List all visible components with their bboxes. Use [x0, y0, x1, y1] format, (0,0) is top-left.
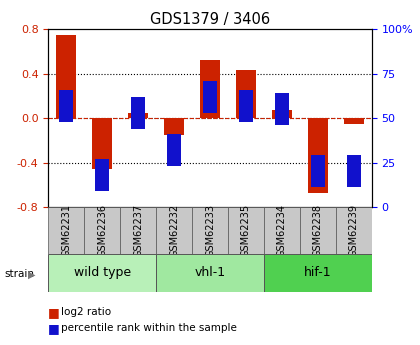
- Bar: [239, 90, 253, 122]
- Bar: [344, 118, 364, 124]
- Text: ■: ■: [48, 306, 60, 319]
- Text: hif-1: hif-1: [304, 266, 332, 279]
- Bar: [59, 90, 73, 122]
- Text: GDS1379 / 3406: GDS1379 / 3406: [150, 12, 270, 27]
- Text: wild type: wild type: [74, 266, 131, 279]
- Text: GSM62237: GSM62237: [133, 204, 143, 257]
- Bar: [264, 254, 372, 292]
- Bar: [308, 118, 328, 193]
- Bar: [347, 156, 361, 187]
- Bar: [167, 134, 181, 166]
- Bar: [275, 93, 289, 125]
- Text: GSM62233: GSM62233: [205, 204, 215, 257]
- Bar: [336, 207, 372, 254]
- Bar: [84, 207, 120, 254]
- Bar: [131, 97, 145, 129]
- Text: GSM62239: GSM62239: [349, 204, 359, 257]
- Bar: [300, 207, 336, 254]
- Bar: [95, 159, 109, 191]
- Text: ▶: ▶: [28, 269, 35, 279]
- Bar: [192, 207, 228, 254]
- Bar: [48, 207, 84, 254]
- Text: percentile rank within the sample: percentile rank within the sample: [61, 324, 237, 333]
- Bar: [48, 254, 156, 292]
- Bar: [236, 70, 256, 118]
- Bar: [228, 207, 264, 254]
- Bar: [120, 207, 156, 254]
- Text: GSM62235: GSM62235: [241, 204, 251, 257]
- Text: GSM62238: GSM62238: [313, 204, 323, 257]
- Bar: [311, 156, 325, 187]
- Bar: [128, 112, 148, 118]
- Text: GSM62234: GSM62234: [277, 204, 287, 257]
- Text: GSM62236: GSM62236: [97, 204, 107, 257]
- Bar: [272, 110, 292, 118]
- Bar: [164, 118, 184, 135]
- Bar: [203, 81, 217, 113]
- Text: GSM62232: GSM62232: [169, 204, 179, 257]
- Bar: [92, 118, 112, 169]
- Bar: [156, 207, 192, 254]
- Bar: [156, 254, 264, 292]
- Text: GSM62231: GSM62231: [61, 204, 71, 257]
- Text: vhl-1: vhl-1: [194, 266, 226, 279]
- Text: log2 ratio: log2 ratio: [61, 307, 111, 317]
- Text: ■: ■: [48, 322, 60, 335]
- Bar: [264, 207, 300, 254]
- Bar: [200, 60, 220, 118]
- Text: strain: strain: [4, 269, 34, 279]
- Bar: [56, 35, 76, 118]
